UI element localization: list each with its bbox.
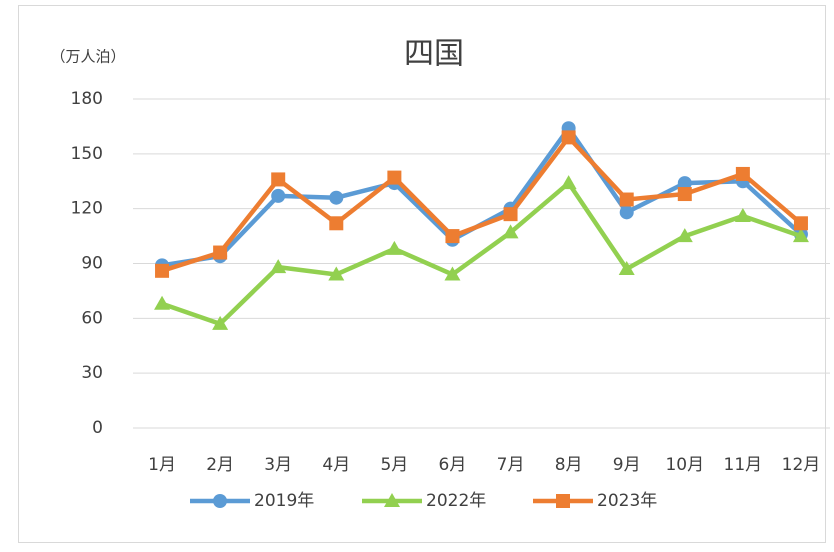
x-tick-label: 9月 xyxy=(613,455,641,475)
marker xyxy=(445,229,460,244)
y-tick-label: 120 xyxy=(71,199,103,219)
marker xyxy=(154,295,171,310)
marker xyxy=(155,263,170,278)
marker xyxy=(329,190,344,205)
marker xyxy=(329,216,344,231)
y-tick-label: 90 xyxy=(81,254,103,274)
chart-title: 四国 xyxy=(404,37,464,72)
legend-marker xyxy=(384,493,400,507)
marker xyxy=(792,228,809,243)
x-tick-label: 11月 xyxy=(724,455,763,475)
y-tick-label: 0 xyxy=(92,418,103,438)
x-tick-label: 3月 xyxy=(264,455,292,475)
marker xyxy=(270,259,287,274)
x-tick-label: 7月 xyxy=(497,455,525,475)
marker xyxy=(387,170,402,185)
x-tick-label: 2月 xyxy=(206,455,234,475)
x-tick-label: 4月 xyxy=(322,455,350,475)
marker xyxy=(503,207,518,222)
x-tick-label: 1月 xyxy=(148,455,176,475)
marker xyxy=(735,166,750,181)
marker xyxy=(618,260,635,275)
marker xyxy=(271,188,286,203)
series-line xyxy=(161,135,803,273)
marker xyxy=(734,207,751,222)
marker xyxy=(793,216,808,231)
marker xyxy=(444,266,461,281)
legend-label: 2022年 xyxy=(426,491,486,511)
marker xyxy=(676,228,693,243)
marker xyxy=(386,240,403,255)
y-tick-label: 60 xyxy=(81,308,103,328)
x-tick-label: 8月 xyxy=(555,455,583,475)
x-tick-label: 10月 xyxy=(665,455,704,475)
y-axis-label: （万人泊） xyxy=(50,48,125,66)
x-tick-label: 5月 xyxy=(380,455,408,475)
legend-label: 2023年 xyxy=(597,491,657,511)
marker xyxy=(271,172,286,187)
marker xyxy=(212,315,229,330)
y-tick-label: 150 xyxy=(71,144,103,164)
marker xyxy=(677,176,692,191)
legend-marker xyxy=(213,494,227,508)
marker xyxy=(502,224,519,239)
y-tick-label: 180 xyxy=(71,89,103,109)
marker xyxy=(619,192,634,207)
marker xyxy=(213,245,228,260)
marker xyxy=(561,130,576,145)
marker xyxy=(619,205,634,220)
marker xyxy=(677,187,692,202)
legend-marker xyxy=(556,494,570,508)
x-tick-label: 12月 xyxy=(782,455,821,475)
y-tick-label: 30 xyxy=(81,363,103,383)
legend-label: 2019年 xyxy=(254,491,314,511)
marker xyxy=(560,175,577,190)
x-tick-label: 6月 xyxy=(439,455,467,475)
chart-frame xyxy=(18,5,826,543)
marker xyxy=(328,266,345,281)
series-line xyxy=(161,180,802,327)
